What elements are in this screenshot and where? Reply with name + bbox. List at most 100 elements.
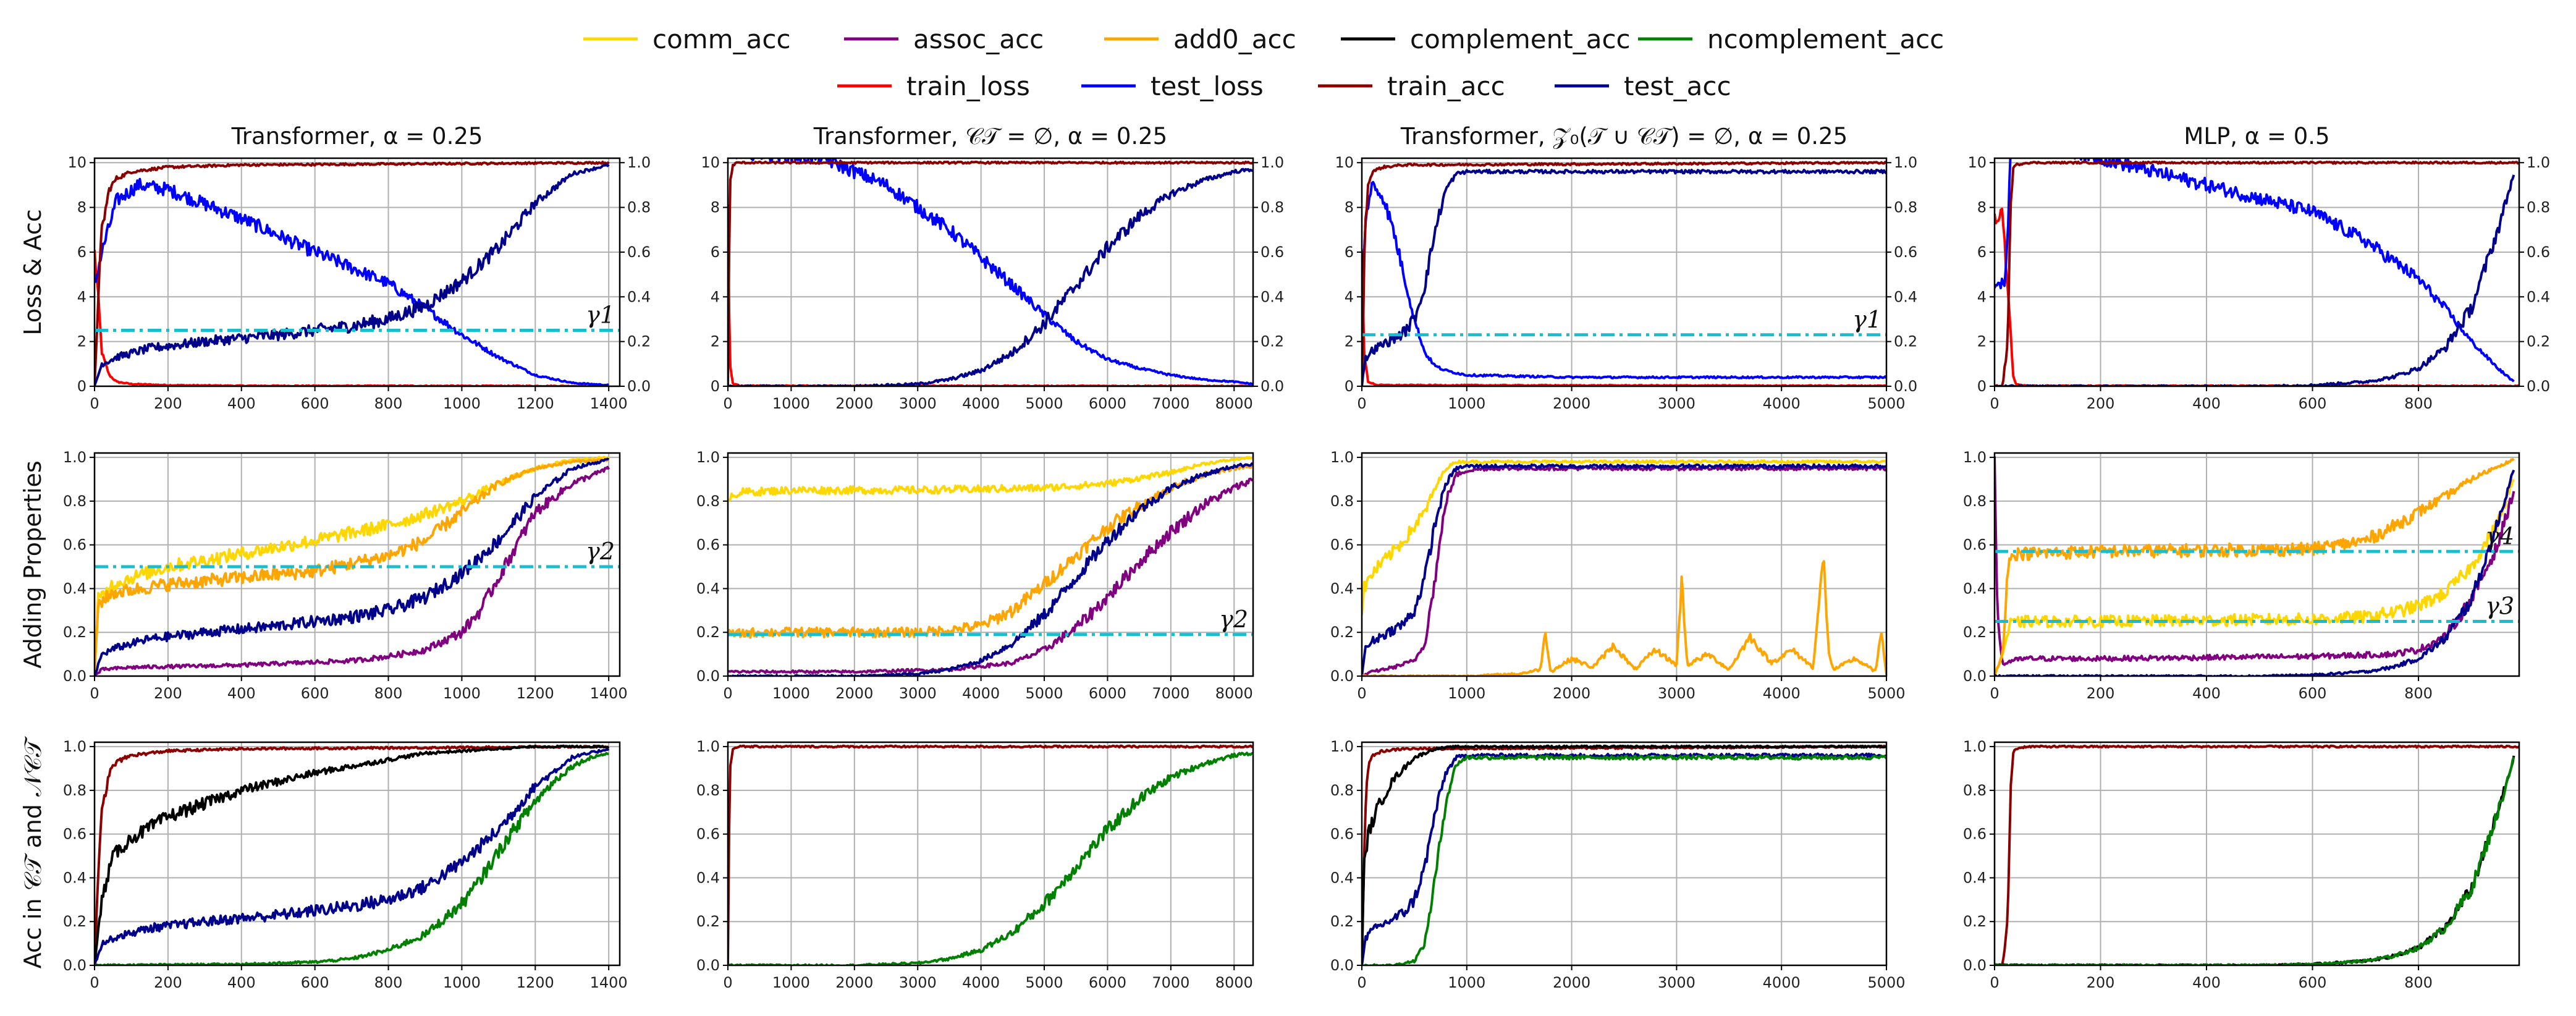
legend-label: train_acc [1387, 71, 1505, 101]
x-tick-label: 1000 [443, 395, 481, 412]
column-title: Transformer, 𝒵₀(𝒯 ∪ 𝒞𝒯) = ∅, α = 0.25 [1400, 123, 1848, 150]
legend-item-comm_acc: comm_acc [583, 24, 791, 54]
x-tick-label: 7000 [1152, 395, 1189, 412]
legend-item-ncomplement_acc: ncomplement_acc [1638, 24, 1944, 54]
y2-tick-label: 0.8 [1894, 199, 1917, 216]
series-line-comm_acc [1362, 459, 1886, 616]
series-line-test_acc [1362, 169, 1886, 386]
x-tick-label: 4000 [962, 395, 1000, 412]
x-tick-label: 4000 [1763, 974, 1801, 991]
axes-frame [727, 452, 1254, 677]
x-tick-label: 4000 [962, 685, 1000, 702]
x-tick-label: 3000 [899, 685, 937, 702]
y-tick-label: 0.4 [696, 580, 720, 597]
chart-panel-r2-c2: 0 1000 2000 3000 4000 5000 0.0 0.2 0.4 0.6 0.8 1.0 [1330, 738, 1906, 991]
y-tick-label: 1.0 [1330, 738, 1354, 755]
column-titles: Transformer, α = 0.25 Transformer, 𝒞𝒯 = ∅… [231, 123, 2330, 150]
series-line-ncomplement_acc [728, 751, 1253, 965]
y-tick-label: 0.0 [1330, 667, 1354, 685]
x-tick-label: 800 [2404, 395, 2433, 412]
x-tick-label: 1000 [772, 974, 810, 991]
x-tick-label: 7000 [1152, 974, 1189, 991]
x-tick-label: 800 [374, 974, 403, 991]
series-line-comm_acc [728, 455, 1253, 502]
y-tick-label: 0.2 [696, 913, 720, 930]
series-line-ncomplement_acc [1995, 756, 2515, 965]
x-tick-label: 8000 [1215, 974, 1253, 991]
y-tick-label: 0.8 [1330, 493, 1354, 510]
row-label: Adding Properties [19, 460, 46, 668]
row-labels: Loss & Acc Adding Properties Acc in 𝒞𝒯 and… [19, 209, 46, 968]
legend-label: ncomplement_acc [1707, 24, 1944, 54]
x-tick-label: 5000 [1867, 685, 1905, 702]
y-tick-label: 6 [1345, 243, 1354, 261]
y-tick-label: 0.6 [63, 826, 87, 843]
axes-frame [93, 157, 621, 387]
series-line-test_acc [728, 462, 1253, 676]
y-tick-label: 4 [711, 288, 720, 305]
series-line-test_loss [1995, 158, 2515, 383]
x-tick-label: 200 [154, 974, 182, 991]
column-title: Transformer, α = 0.25 [231, 123, 483, 150]
y-tick-label: 1.0 [1963, 738, 1987, 755]
x-tick-label: 3000 [1658, 974, 1696, 991]
axes-frame [1993, 741, 2520, 967]
plot-area [728, 455, 1253, 676]
y-tick-label: 1.0 [696, 738, 720, 755]
x-tick-label: 400 [2192, 395, 2221, 412]
y-tick-label: 10 [1967, 154, 1987, 171]
threshold-label: γ1 [586, 302, 615, 329]
x-tick-label: 1000 [1448, 974, 1485, 991]
y2-tick-label: 0.0 [2527, 378, 2550, 395]
chart-panel-r2-c3: 0 200 400 600 800 0.0 0.2 0.4 0.6 0.8 1.0 [1963, 738, 2520, 991]
series-line-add0_acc [728, 464, 1253, 639]
axes-frame [93, 452, 621, 677]
x-tick-label: 6000 [1089, 685, 1126, 702]
x-tick-label: 2000 [835, 974, 873, 991]
y-tick-label: 0 [711, 378, 720, 395]
y2-tick-label: 0.6 [1261, 243, 1284, 261]
y-tick-label: 10 [701, 154, 720, 171]
x-tick-label: 1000 [1448, 395, 1485, 412]
axes-frame [93, 741, 621, 967]
x-tick-label: 600 [2299, 685, 2327, 702]
series-line-train_acc [95, 745, 610, 965]
y-tick-label: 2 [1345, 333, 1354, 350]
legend-item-test_loss: test_loss [1081, 71, 1264, 101]
series-line-test_acc [1995, 469, 2515, 676]
series-line-ncomplement_acc [1362, 754, 1886, 965]
legend-label: test_loss [1151, 71, 1264, 101]
axes-frame [1361, 741, 1888, 967]
x-tick-label: 6000 [1089, 974, 1126, 991]
plot-area [1995, 744, 2519, 965]
y-tick-label: 1.0 [63, 738, 87, 755]
plot-area [1362, 744, 1886, 965]
legend-item-add0_acc: add0_acc [1104, 24, 1296, 54]
plot-area [1995, 456, 2515, 676]
x-tick-label: 600 [301, 974, 329, 991]
x-tick-label: 1000 [443, 974, 481, 991]
y-tick-label: 0 [77, 378, 87, 395]
x-tick-label: 0 [723, 974, 732, 991]
y-tick-label: 0.2 [696, 624, 720, 641]
y2-tick-label: 0.4 [1894, 288, 1917, 305]
x-tick-label: 7000 [1152, 685, 1189, 702]
x-tick-label: 1200 [517, 685, 554, 702]
y-tick-label: 4 [1345, 288, 1354, 305]
y-tick-label: 0.0 [696, 957, 720, 974]
x-tick-label: 4000 [962, 974, 1000, 991]
axes-frame [1361, 452, 1888, 677]
y-tick-label: 1.0 [1330, 449, 1354, 466]
plot-area [1362, 459, 1886, 676]
series-line-train_loss [728, 204, 1253, 386]
x-tick-label: 400 [227, 395, 256, 412]
y-tick-label: 6 [1977, 243, 1987, 261]
y-tick-label: 0.2 [1330, 913, 1354, 930]
plot-area [95, 455, 610, 676]
y-tick-label: 0.2 [1963, 913, 1987, 930]
series-line-train_acc [728, 160, 1253, 386]
y2-tick-label: 0.8 [2527, 199, 2550, 216]
x-tick-label: 0 [1357, 685, 1366, 702]
chart-panel-r1-c0: 0 200 400 600 800 1000 1200 1400 0.0 0.2 0.4 0.6 0.8… [63, 449, 628, 702]
y-tick-label: 0.4 [1330, 869, 1354, 886]
